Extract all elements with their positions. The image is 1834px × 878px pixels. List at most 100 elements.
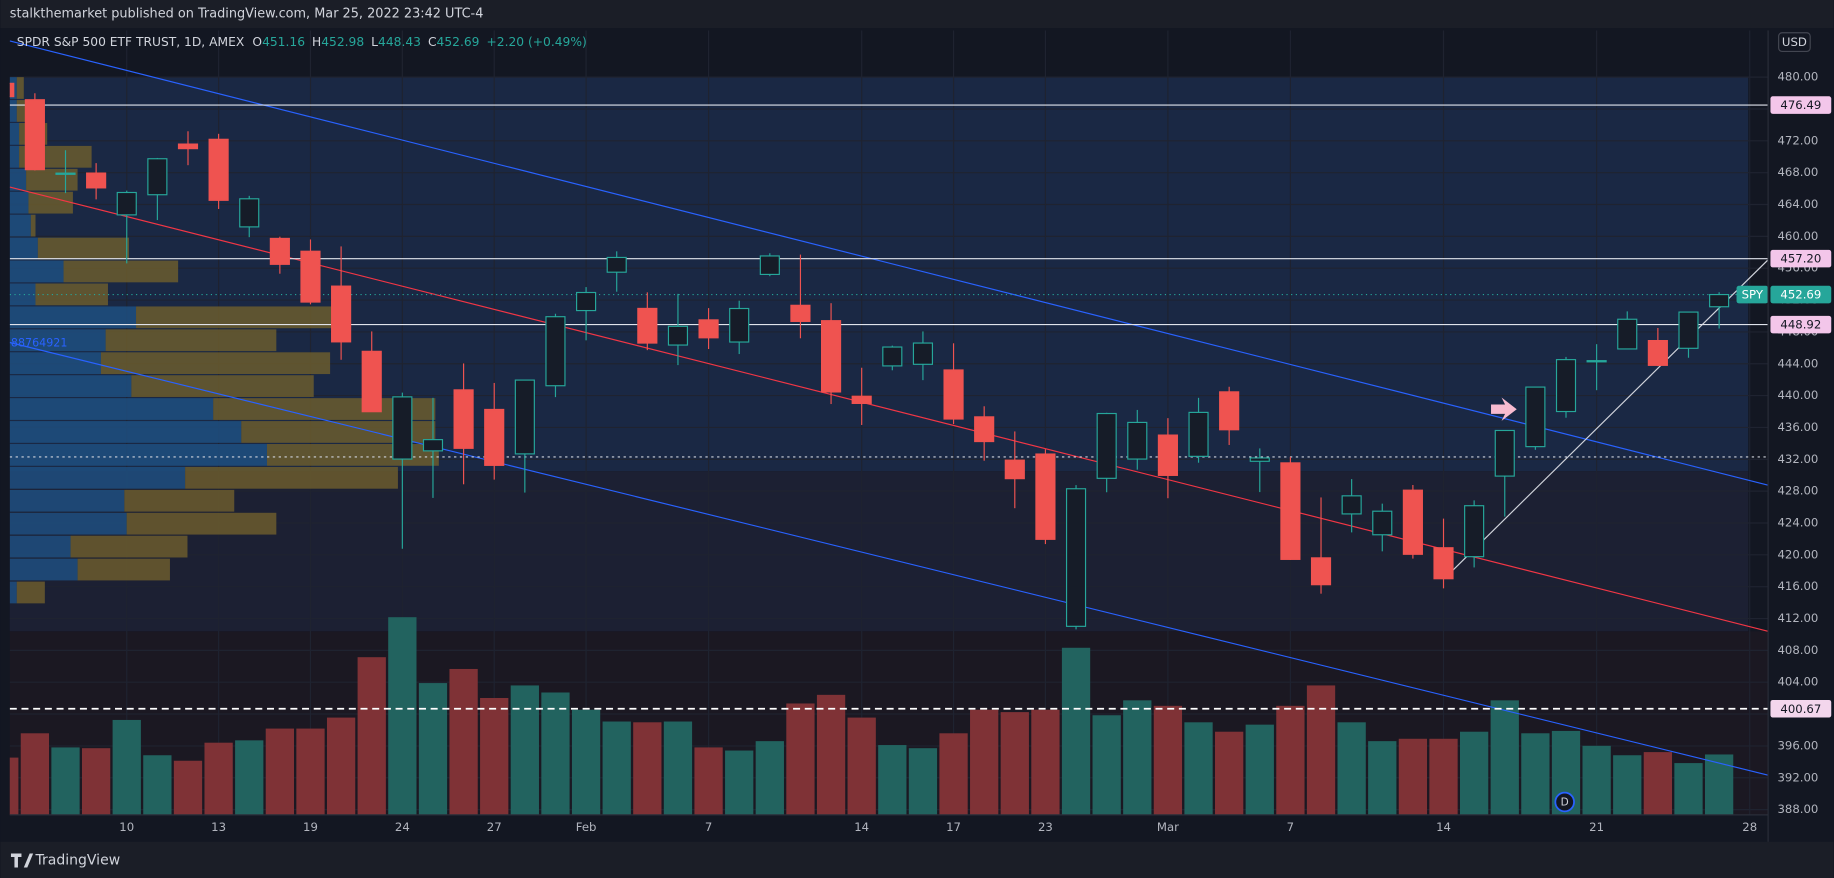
x-tick-label: 10 [119, 820, 134, 834]
volume-bar [1704, 754, 1734, 815]
candle-body [422, 439, 444, 452]
currency-box[interactable] [1778, 32, 1811, 53]
candle-body [1678, 311, 1699, 349]
volume-bar [326, 717, 356, 815]
y-tick-label: 440.00 [1777, 388, 1818, 402]
candle-body [1280, 462, 1301, 560]
profile-up [9, 100, 17, 122]
y-tick-label: 480.00 [1777, 70, 1818, 84]
y-tick-label: 432.00 [1777, 452, 1818, 466]
candle-body [1555, 359, 1577, 413]
ohlc-label: C [428, 35, 437, 49]
profile-up [9, 260, 64, 283]
candle-body [1709, 293, 1730, 308]
volume-bar [51, 747, 80, 815]
profile-down [124, 489, 235, 512]
volume-bar [20, 733, 50, 815]
ohlc-label: H [312, 35, 321, 49]
profile-up [9, 145, 20, 168]
profile-down [37, 237, 130, 260]
legend: SPDR S&P 500 ETF TRUST, 1D, AMEX O451.16 H… [17, 35, 587, 49]
profile-up [9, 375, 132, 397]
candle-body [729, 307, 750, 343]
profile-up [9, 168, 27, 191]
y-tick-label: 420.00 [1777, 547, 1818, 561]
profile-down [16, 581, 45, 604]
ohlc-label: O [252, 35, 262, 49]
profile-down [126, 512, 277, 535]
volume-bar [143, 755, 172, 815]
profile-down [100, 352, 331, 375]
candle-body [882, 346, 903, 367]
price-tag [1770, 285, 1832, 304]
candle-body [698, 319, 719, 339]
candle-body [1372, 510, 1393, 536]
x-tick-label: Mar [1157, 820, 1179, 834]
plot [9, 30, 1769, 815]
candle-body [147, 158, 168, 196]
profile-up [9, 489, 125, 512]
candle-body [790, 304, 811, 322]
volume-bar [1490, 700, 1519, 815]
volume-bar [908, 748, 938, 815]
candle-body [1464, 505, 1485, 558]
profile-up [9, 512, 127, 535]
axes: 388.00392.00396.00400.00404.00408.00412.… [119, 70, 1832, 834]
volume-bar [388, 617, 417, 815]
profile-up [9, 421, 242, 443]
y-tick-label: 444.00 [1777, 356, 1818, 370]
candle-body [1525, 386, 1546, 448]
y-tick-label: 392.00 [1777, 770, 1818, 784]
x-tick-label: 7 [1287, 820, 1294, 834]
volume-bar [357, 657, 386, 815]
price-tag-label: 457.20 [1780, 252, 1821, 266]
volume-bar [1368, 741, 1397, 815]
volume-bar [1123, 700, 1152, 815]
candle-body [545, 316, 566, 387]
candle-body [484, 408, 505, 466]
x-tick-label: 27 [487, 820, 502, 834]
price-tag [1770, 249, 1832, 268]
volume-bar [1429, 738, 1458, 815]
close-value: 452.69 [437, 35, 480, 49]
x-tick-label: 23 [1038, 820, 1053, 834]
candle-body [1433, 547, 1454, 580]
price-tag-label: 448.92 [1780, 318, 1821, 332]
candle-body [9, 82, 15, 98]
candle-body [116, 191, 137, 216]
candle-body [759, 255, 780, 276]
dividend-marker[interactable] [1554, 791, 1575, 813]
volume-bar [296, 728, 325, 815]
volume-bar [1306, 685, 1336, 815]
symbol-tag-label: SPY [1742, 288, 1764, 302]
candle-body [86, 172, 107, 189]
y-tick-label: 428.00 [1777, 484, 1818, 498]
volume-bar [1276, 705, 1305, 815]
price-tag-label: 452.69 [1780, 288, 1821, 302]
x-tick-label: 24 [395, 820, 410, 834]
volume-bar [9, 757, 19, 815]
volume-bar [1674, 763, 1703, 815]
y-tick-label: 396.00 [1777, 738, 1818, 752]
brand-logo [10, 853, 34, 868]
profile-total: 88764921 [11, 337, 67, 350]
candle-body [637, 307, 658, 344]
symbol-name: SPDR S&P 500 ETF TRUST, 1D, AMEX [17, 35, 245, 49]
price-tag [1770, 315, 1832, 334]
volume-bar [235, 740, 264, 815]
candle-body [453, 389, 474, 449]
volume-bar [418, 683, 448, 815]
candle-body [1219, 391, 1240, 431]
profile-down [63, 260, 179, 283]
change: +2.20 (+0.49%) [486, 35, 586, 49]
y-tick-label: 412.00 [1777, 611, 1818, 625]
profile-down [241, 421, 436, 443]
x-tick-label: 19 [303, 820, 318, 834]
y-tick-label: 424.00 [1777, 515, 1818, 529]
candle-body [851, 395, 872, 404]
volume-bar [939, 733, 968, 815]
price-tag [1770, 699, 1832, 718]
candle-body [1004, 459, 1025, 480]
profile-up [9, 535, 71, 558]
